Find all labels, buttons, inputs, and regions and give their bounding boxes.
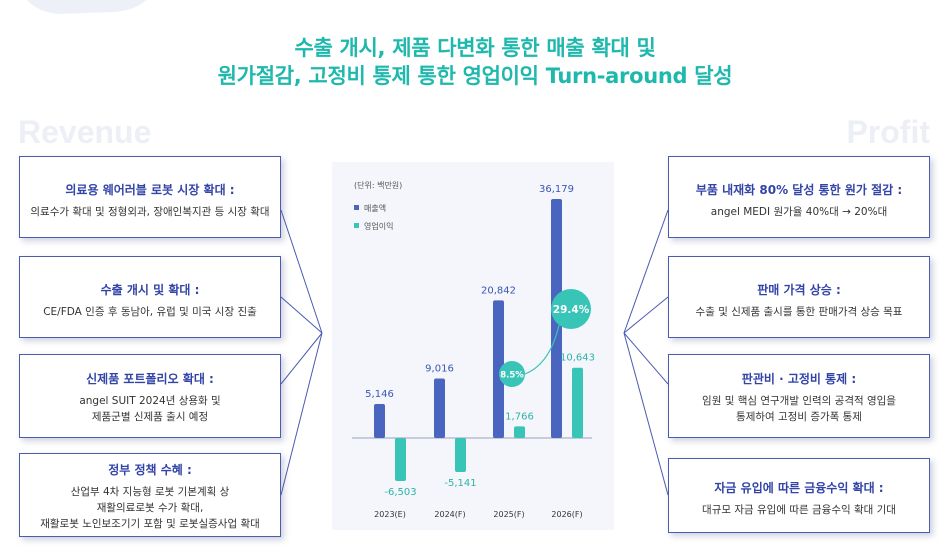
revenue-card-policy: 정부 정책 수혜 : 산업부 4차 지능형 로봇 기본계획 상 재활의료로봇 수… xyxy=(19,453,281,537)
revenue-value-label-1: 9,016 xyxy=(425,363,454,374)
legend-label-profit: 영업이익 xyxy=(364,221,393,231)
bar-chart: (단위: 백만원) 매출액 영업이익 5,146 -6,503 2023(E) 9,0… xyxy=(352,180,595,519)
profit-card-cost: 부품 내재화 80% 달성 통한 원가 절감 : angel MEDI 원가율 … xyxy=(668,156,930,238)
headline-line-1: 수출 개시, 제품 다변화 통한 매출 확대 및 xyxy=(294,36,656,60)
legend-swatch-profit xyxy=(354,223,359,228)
card-text: 통제하여 고정비 증가폭 통제 xyxy=(736,411,862,423)
revenue-value-label-3: 36,179 xyxy=(539,184,574,195)
profit-card-finance: 자금 유입에 따른 금융수익 확대 : 대규모 자금 유입에 따른 금융수익 확… xyxy=(668,458,930,533)
profit-card-price: 판매 가격 상승 : 수출 및 신제품 출시를 통한 판매가격 상승 목표 xyxy=(668,256,930,338)
card-text: CE/FDA 인증 후 동남아, 유럽 및 미국 시장 진출 xyxy=(43,306,257,318)
legend-label-revenue: 매출액 xyxy=(364,203,386,213)
headline: 수출 개시, 제품 다변화 통한 매출 확대 및 원가절감, 고정비 통제 통한… xyxy=(0,34,950,90)
headline-line-2: 원가절감, 고정비 통제 통한 영업이익 Turn-around 달성 xyxy=(217,64,733,88)
margin-badge-label-2026: 29.4% xyxy=(553,304,590,316)
card-title: 판매 가격 상승 : xyxy=(757,283,841,297)
card-title: 수출 개시 및 확대 : xyxy=(100,283,200,297)
margin-badge-label-2025: 8.5% xyxy=(500,371,524,381)
profit-value-label-0: -6,503 xyxy=(384,487,416,498)
category-label-0: 2023(E) xyxy=(374,510,406,519)
revenue-bar-0 xyxy=(374,404,385,438)
chart-panel: (단위: 백만원) 매출액 영업이익 5,146 -6,503 2023(E) 9,0… xyxy=(332,162,614,530)
decorative-shape xyxy=(27,0,147,14)
unit-label: (단위: 백만원) xyxy=(354,180,402,190)
profit-card-sga: 판관비 · 고정비 통제 : 임원 및 핵심 연구개발 인력의 공격적 영입을 … xyxy=(668,354,930,438)
card-title: 의료용 웨어러블 로봇 시장 확대 : xyxy=(65,183,235,197)
revenue-card-export: 수출 개시 및 확대 : CE/FDA 인증 후 동남아, 유럽 및 미국 시장… xyxy=(19,256,281,338)
revenue-watermark: Revenue xyxy=(18,114,152,150)
legend-swatch-revenue xyxy=(354,205,359,210)
card-title: 판관비 · 고정비 통제 : xyxy=(741,372,857,386)
profit-bar-0 xyxy=(395,438,406,481)
card-text: 수출 및 신제품 출시를 통한 판매가격 상승 목표 xyxy=(695,306,903,318)
profit-bar-3 xyxy=(572,367,583,438)
margin-badge-2026 xyxy=(551,289,591,329)
profit-bar-1 xyxy=(455,438,466,472)
profit-value-label-1: -5,141 xyxy=(444,478,476,489)
revenue-card-new-products: 신제품 포트폴리오 확대 : angel SUIT 2024년 상용화 및 제품… xyxy=(19,354,281,438)
card-title: 신제품 포트폴리오 확대 : xyxy=(86,372,214,386)
card-text: 재활의료로봇 수가 확대, xyxy=(96,502,204,514)
profit-watermark: Profit xyxy=(846,114,930,150)
margin-badge-2025 xyxy=(499,361,525,387)
category-label-2: 2025(F) xyxy=(493,510,524,519)
revenue-card-market: 의료용 웨어러블 로봇 시장 확대 : 의료수가 확대 및 정형외과, 장애인복… xyxy=(19,156,281,238)
card-text: 제품군별 신제품 출시 예정 xyxy=(91,411,209,423)
category-label-1: 2024(F) xyxy=(434,510,465,519)
revenue-value-label-2: 20,842 xyxy=(481,285,516,296)
revenue-bar-1 xyxy=(434,378,445,438)
revenue-bar-2 xyxy=(493,300,504,438)
card-text: 재활로봇 노인보조기기 포함 및 로봇실증사업 확대 xyxy=(40,518,260,530)
card-text: 임원 및 핵심 연구개발 인력의 공격적 영입을 xyxy=(702,395,896,407)
category-label-3: 2026(F) xyxy=(551,510,582,519)
profit-bar-2 xyxy=(514,426,525,438)
card-title: 자금 유입에 따른 금융수익 확대 : xyxy=(714,481,884,495)
card-title: 정부 정책 수혜 : xyxy=(108,463,192,477)
profit-value-label-3: 10,643 xyxy=(560,353,595,364)
margin-trend-line xyxy=(524,324,560,375)
card-text: 산업부 4차 지능형 로봇 기본계획 상 xyxy=(70,486,230,498)
card-text: 대규모 자금 유입에 따른 금융수익 확대 기대 xyxy=(702,504,896,516)
card-text: angel MEDI 원가율 40%대 → 20%대 xyxy=(710,206,888,218)
profit-value-label-2: 1,766 xyxy=(505,411,534,422)
revenue-value-label-0: 5,146 xyxy=(365,389,394,400)
card-text: angel SUIT 2024년 상용화 및 xyxy=(79,395,221,407)
card-title: 부품 내재화 80% 달성 통한 원가 절감 : xyxy=(695,183,903,197)
card-text: 의료수가 확대 및 정형외과, 장애인복지관 등 시장 확대 xyxy=(30,206,270,218)
